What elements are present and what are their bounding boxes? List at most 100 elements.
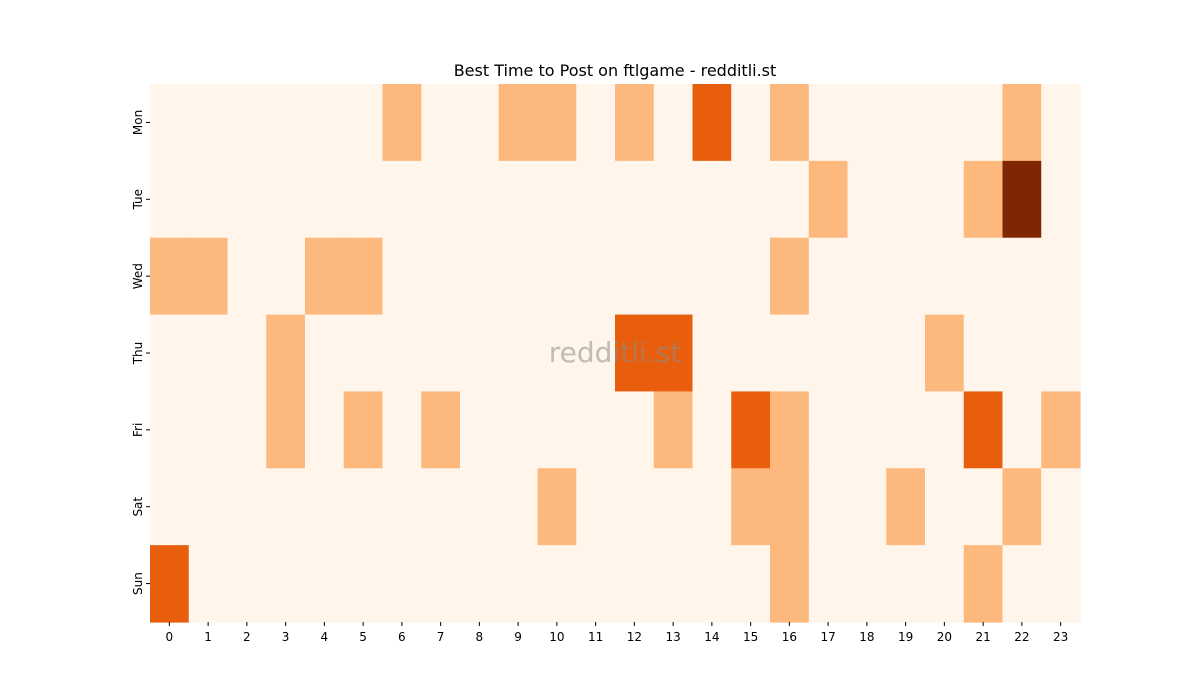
heatmap-cell-wed-10 <box>537 237 577 316</box>
heatmap-cell-tue-19 <box>886 160 926 239</box>
heatmap-cell-sat-22 <box>1002 468 1042 546</box>
x-tick-label-2: 2 <box>243 630 251 644</box>
heatmap-cell-sat-7 <box>421 468 461 546</box>
heatmap-cell-sun-18 <box>847 545 887 623</box>
heatmap-cell-sun-7 <box>421 545 461 623</box>
heatmap-cell-tue-22 <box>1002 160 1042 239</box>
heatmap-cell-wed-1 <box>188 237 229 316</box>
heatmap-cell-tue-23 <box>1041 160 1081 239</box>
heatmap-cell-thu-15 <box>731 314 771 393</box>
heatmap-cell-sun-8 <box>460 545 500 623</box>
heatmap-cell-mon-13 <box>653 84 694 162</box>
x-tick-label-0: 0 <box>166 630 174 644</box>
heatmap-cell-sat-6 <box>382 468 422 546</box>
heatmap-cell-sun-14 <box>692 545 732 623</box>
heatmap-cell-tue-15 <box>731 160 771 239</box>
heatmap-cell-mon-20 <box>925 84 965 162</box>
heatmap-cell-tue-18 <box>847 160 887 239</box>
heatmap-cell-sat-11 <box>576 468 616 546</box>
heatmap-cell-thu-4 <box>305 314 345 393</box>
heatmap-cell-mon-15 <box>731 84 771 162</box>
x-tick-label-16: 16 <box>782 630 797 644</box>
heatmap-cell-mon-21 <box>963 84 1004 162</box>
y-tick-label-wed: Wed <box>131 263 145 289</box>
heatmap-cell-fri-12 <box>615 391 655 469</box>
heatmap-cell-fri-13 <box>653 391 694 469</box>
heatmap-cell-wed-3 <box>266 237 306 316</box>
heatmap-cell-fri-23 <box>1041 391 1081 469</box>
heatmap-cell-sun-22 <box>1002 545 1042 623</box>
heatmap-cell-fri-1 <box>188 391 229 469</box>
x-tick-label-6: 6 <box>398 630 406 644</box>
heatmap-cell-mon-1 <box>188 84 229 162</box>
heatmap-cell-sat-23 <box>1041 468 1081 546</box>
x-tick-label-14: 14 <box>704 630 719 644</box>
x-tick-label-19: 19 <box>898 630 913 644</box>
heatmap-cell-wed-23 <box>1041 237 1081 316</box>
heatmap-cell-wed-4 <box>305 237 345 316</box>
heatmap-cell-thu-23 <box>1041 314 1081 393</box>
heatmap-cell-fri-0 <box>150 391 190 469</box>
heatmap-cell-mon-18 <box>847 84 887 162</box>
heatmap-cell-tue-3 <box>266 160 306 239</box>
heatmap-cell-mon-11 <box>576 84 616 162</box>
heatmap-cell-sun-5 <box>343 545 384 623</box>
heatmap-cell-sun-17 <box>808 545 849 623</box>
heatmap-cell-tue-1 <box>188 160 229 239</box>
heatmap-cell-mon-8 <box>460 84 500 162</box>
heatmap-cell-mon-6 <box>382 84 422 162</box>
heatmap-cell-wed-9 <box>498 237 539 316</box>
heatmap-cell-wed-7 <box>421 237 461 316</box>
x-tick-label-5: 5 <box>359 630 367 644</box>
heatmap-cell-fri-5 <box>343 391 384 469</box>
heatmap-cell-sun-4 <box>305 545 345 623</box>
heatmap-cell-thu-21 <box>963 314 1004 393</box>
heatmap-cell-thu-17 <box>808 314 849 393</box>
heatmap-cell-tue-0 <box>150 160 190 239</box>
heatmap-cell-sat-16 <box>770 468 810 546</box>
heatmap-cell-fri-22 <box>1002 391 1042 469</box>
heatmap-cell-wed-17 <box>808 237 849 316</box>
heatmap-cell-thu-3 <box>266 314 306 393</box>
heatmap-cell-fri-3 <box>266 391 306 469</box>
heatmap-cell-thu-2 <box>227 314 267 393</box>
heatmap-cell-sun-0 <box>150 545 190 623</box>
heatmap-cell-thu-14 <box>692 314 732 393</box>
heatmap-cell-tue-4 <box>305 160 345 239</box>
heatmap-cell-wed-0 <box>150 237 190 316</box>
heatmap-cell-thu-1 <box>188 314 229 393</box>
x-tick-label-18: 18 <box>859 630 874 644</box>
heatmap-cell-mon-14 <box>692 84 732 162</box>
heatmap-cell-sat-21 <box>963 468 1004 546</box>
heatmap-cell-tue-17 <box>808 160 849 239</box>
heatmap-cell-thu-13 <box>653 314 694 393</box>
heatmap-cell-sat-4 <box>305 468 345 546</box>
heatmap-cell-mon-3 <box>266 84 306 162</box>
heatmap-cell-sat-9 <box>498 468 539 546</box>
heatmap-cell-tue-5 <box>343 160 384 239</box>
x-tick-label-17: 17 <box>820 630 835 644</box>
x-tick-label-23: 23 <box>1053 630 1068 644</box>
heatmap-cell-mon-5 <box>343 84 384 162</box>
heatmap-cell-thu-20 <box>925 314 965 393</box>
heatmap-cell-sun-13 <box>653 545 694 623</box>
heatmap-cell-thu-8 <box>460 314 500 393</box>
heatmap-cell-sat-18 <box>847 468 887 546</box>
heatmap-cell-sat-1 <box>188 468 229 546</box>
heatmap-cell-mon-23 <box>1041 84 1081 162</box>
heatmap-cell-mon-12 <box>615 84 655 162</box>
heatmap-cell-sun-3 <box>266 545 306 623</box>
heatmap-cell-fri-8 <box>460 391 500 469</box>
heatmap-cell-mon-17 <box>808 84 849 162</box>
heatmap-cell-fri-18 <box>847 391 887 469</box>
heatmap-cell-mon-4 <box>305 84 345 162</box>
heatmap-cell-wed-21 <box>963 237 1004 316</box>
heatmap-cell-thu-7 <box>421 314 461 393</box>
heatmap-cell-thu-6 <box>382 314 422 393</box>
heatmap-cell-fri-19 <box>886 391 926 469</box>
heatmap-cell-tue-16 <box>770 160 810 239</box>
heatmap-cell-fri-7 <box>421 391 461 469</box>
heatmap-cell-thu-19 <box>886 314 926 393</box>
heatmap-cell-wed-19 <box>886 237 926 316</box>
heatmap-cells <box>150 84 1081 623</box>
